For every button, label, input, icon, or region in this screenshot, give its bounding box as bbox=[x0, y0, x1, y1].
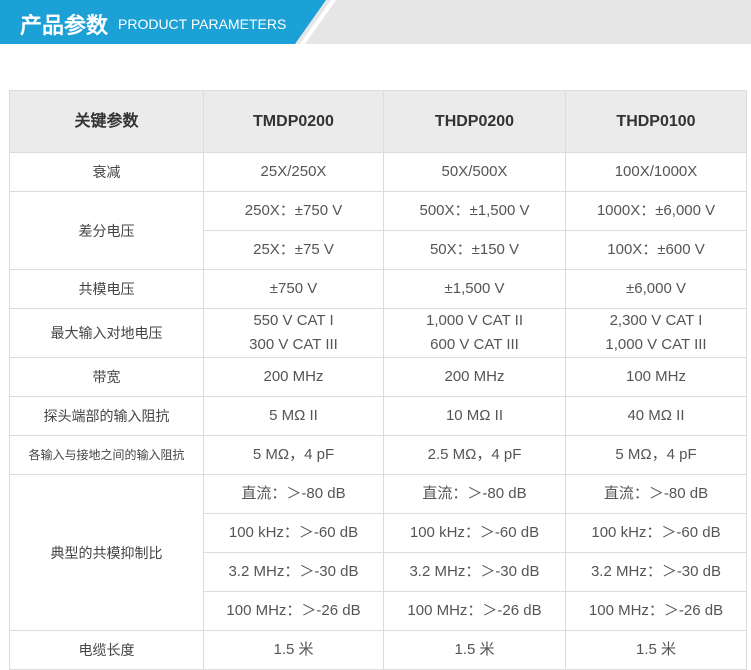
cell: ±750 V bbox=[203, 269, 384, 309]
cell: ±6,000 V bbox=[565, 269, 747, 309]
cell: 100 MHz：＞-26 dB bbox=[565, 591, 747, 631]
table-row: 最大输入对地电压 550 V CAT I 300 V CAT III 1,000 V … bbox=[9, 308, 747, 358]
section-subtitle: PRODUCT PARAMETERS bbox=[118, 16, 287, 32]
parameter-table: 关键参数 TMDP0200 THDP0200 THDP0100 衰减 25X/250X 5… bbox=[9, 90, 747, 670]
cell: 5 MΩ，4 pF bbox=[565, 435, 747, 475]
header-bar: 产品参数 PRODUCT PARAMETERS bbox=[0, 0, 751, 44]
cell: 50X：±150 V bbox=[383, 230, 566, 270]
header-row: 关键参数 TMDP0200 THDP0200 THDP0100 bbox=[9, 90, 747, 153]
table-row: 探头端部的输入阻抗 5 MΩ II 10 MΩ II 40 MΩ II bbox=[9, 396, 747, 436]
cell-line: 550 V CAT I bbox=[253, 312, 334, 329]
header-bg bbox=[0, 0, 751, 44]
cell-line: 300 V CAT III bbox=[249, 336, 338, 353]
row-label: 衰减 bbox=[9, 152, 204, 192]
table-row: 各输入与接地之间的输入阻抗 5 MΩ，4 pF 2.5 MΩ，4 pF 5 MΩ，4 … bbox=[9, 435, 747, 475]
table-row: 差分电压 250X：±750 V 500X：±1,500 V 1000X：±6,000… bbox=[9, 191, 747, 270]
cell: 200 MHz bbox=[203, 357, 384, 397]
cell: 25X/250X bbox=[203, 152, 384, 192]
cell: 3.2 MHz：＞-30 dB bbox=[565, 552, 747, 592]
cell: 50X/500X bbox=[383, 152, 566, 192]
row-label: 差分电压 bbox=[9, 191, 204, 270]
cell: 100X/1000X bbox=[565, 152, 747, 192]
row-label: 共模电压 bbox=[9, 269, 204, 309]
cell: 100 MHz bbox=[565, 357, 747, 397]
column-header: THDP0200 bbox=[383, 90, 566, 153]
cell: 1.5 米 bbox=[383, 630, 566, 670]
cell: 直流：＞-80 dB bbox=[203, 474, 384, 514]
cell: 3.2 MHz：＞-30 dB bbox=[383, 552, 566, 592]
row-label: 电缆长度 bbox=[9, 630, 204, 670]
cell: 10 MΩ II bbox=[383, 396, 566, 436]
cell: 1.5 米 bbox=[565, 630, 747, 670]
cell-line: 1,000 V CAT III bbox=[605, 336, 707, 353]
cell-line: 1,000 V CAT II bbox=[426, 312, 523, 329]
column-header: 关键参数 bbox=[9, 90, 204, 153]
section-title: 产品参数 bbox=[20, 13, 109, 38]
cell: 250X：±750 V bbox=[203, 191, 384, 231]
table-row: 3.2 MHz：＞-30 dB 3.2 MHz：＞-30 dB 3.2 MHz：＞-… bbox=[10, 552, 747, 592]
cell: 100 kHz：＞-60 dB bbox=[565, 513, 747, 553]
column-header: TMDP0200 bbox=[203, 90, 384, 153]
cell-line: 2,300 V CAT I bbox=[609, 312, 703, 329]
row-label: 最大输入对地电压 bbox=[9, 308, 204, 358]
cell: 直流：＞-80 dB bbox=[383, 474, 566, 514]
row-label: 带宽 bbox=[9, 357, 204, 397]
cell: 100 MHz：＞-26 dB bbox=[383, 591, 566, 631]
cell: 1,000 V CAT II 600 V CAT III bbox=[383, 308, 566, 358]
table-row: 衰减 25X/250X 50X/500X 100X/1000X bbox=[9, 152, 747, 192]
cell: 25X：±75 V bbox=[203, 230, 384, 270]
cell: 40 MΩ II bbox=[565, 396, 747, 436]
cell: 5 MΩ，4 pF bbox=[203, 435, 384, 475]
table-row: 带宽 200 MHz 200 MHz 100 MHz bbox=[9, 357, 747, 397]
table-row: 共模电压 ±750 V ±1,500 V ±6,000 V bbox=[9, 269, 747, 309]
row-label: 各输入与接地之间的输入阻抗 bbox=[9, 435, 204, 475]
cell: 100X：±600 V bbox=[565, 230, 747, 270]
cell: 100 kHz：＞-60 dB bbox=[203, 513, 384, 553]
cell: 500X：±1,500 V bbox=[383, 191, 566, 231]
cell: 5 MΩ II bbox=[203, 396, 384, 436]
table-row: 典型的共模抑制比 直流：＞-80 dB 直流：＞-80 dB 直流：＞-80 dB bbox=[9, 474, 747, 631]
row-label: 典型的共模抑制比 bbox=[9, 474, 204, 631]
cell-line: 600 V CAT III bbox=[430, 336, 519, 353]
cell: ±1,500 V bbox=[383, 269, 566, 309]
cell: 100 kHz：＞-60 dB bbox=[383, 513, 566, 553]
table-row: 电缆长度 1.5 米 1.5 米 1.5 米 bbox=[9, 630, 747, 670]
cell: 3.2 MHz：＞-30 dB bbox=[203, 552, 384, 592]
row-label: 探头端部的输入阻抗 bbox=[9, 396, 204, 436]
cell: 100 MHz：＞-26 dB bbox=[203, 591, 384, 631]
cell: 直流：＞-80 dB bbox=[565, 474, 747, 514]
table-row: 100 MHz：＞-26 dB 100 MHz：＞-26 dB 100 MHz：＞-… bbox=[10, 591, 747, 631]
column-header: THDP0100 bbox=[565, 90, 747, 153]
cell: 550 V CAT I 300 V CAT III bbox=[203, 308, 384, 358]
cell: 2,300 V CAT I 1,000 V CAT III bbox=[565, 308, 747, 358]
cell: 1000X：±6,000 V bbox=[565, 191, 747, 231]
cell: 200 MHz bbox=[383, 357, 566, 397]
cell: 2.5 MΩ，4 pF bbox=[383, 435, 566, 475]
